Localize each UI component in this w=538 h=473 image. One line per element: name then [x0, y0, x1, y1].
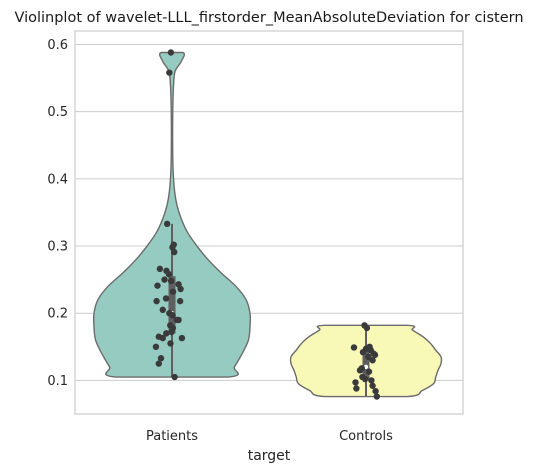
- data-point: [171, 374, 177, 380]
- data-point: [168, 49, 174, 55]
- data-point: [160, 335, 166, 341]
- x-axis-label: target: [248, 448, 291, 464]
- data-point: [368, 377, 374, 383]
- data-point: [166, 271, 172, 277]
- data-point: [353, 385, 359, 391]
- y-tick-label: 0.2: [47, 307, 68, 322]
- data-point: [161, 276, 167, 282]
- x-tick-label: Controls: [339, 429, 393, 444]
- data-point: [157, 266, 163, 272]
- data-point: [374, 393, 380, 399]
- data-point: [179, 335, 185, 341]
- data-point: [167, 340, 173, 346]
- data-point: [364, 325, 370, 331]
- data-point: [351, 344, 357, 350]
- data-point: [170, 289, 176, 295]
- data-point: [177, 286, 183, 292]
- y-tick-label: 0.1: [47, 374, 68, 389]
- data-point: [153, 298, 159, 304]
- data-point: [164, 221, 170, 227]
- data-point: [156, 360, 162, 366]
- data-point: [366, 368, 372, 374]
- data-point: [166, 69, 172, 75]
- plot-area: [94, 49, 442, 399]
- data-point: [171, 249, 177, 255]
- data-point: [362, 376, 368, 382]
- y-tick-label: 0.5: [47, 105, 68, 120]
- data-point: [177, 298, 183, 304]
- data-point: [153, 344, 159, 350]
- data-point: [352, 379, 358, 385]
- data-point: [154, 282, 160, 288]
- data-point: [369, 357, 375, 363]
- data-point: [163, 295, 169, 301]
- y-tick-label: 0.6: [47, 38, 68, 53]
- y-tick-label: 0.3: [47, 240, 68, 255]
- data-point: [372, 388, 378, 394]
- data-point: [357, 367, 363, 373]
- y-tick-label: 0.4: [47, 172, 68, 187]
- data-point: [160, 307, 166, 313]
- x-tick-label: Patients: [146, 429, 198, 444]
- data-point: [369, 383, 375, 389]
- data-point: [360, 349, 366, 355]
- data-point: [168, 278, 174, 284]
- chart-title: Violinplot of wavelet-LLL_firstorder_Mea…: [14, 10, 523, 26]
- data-point: [175, 317, 181, 323]
